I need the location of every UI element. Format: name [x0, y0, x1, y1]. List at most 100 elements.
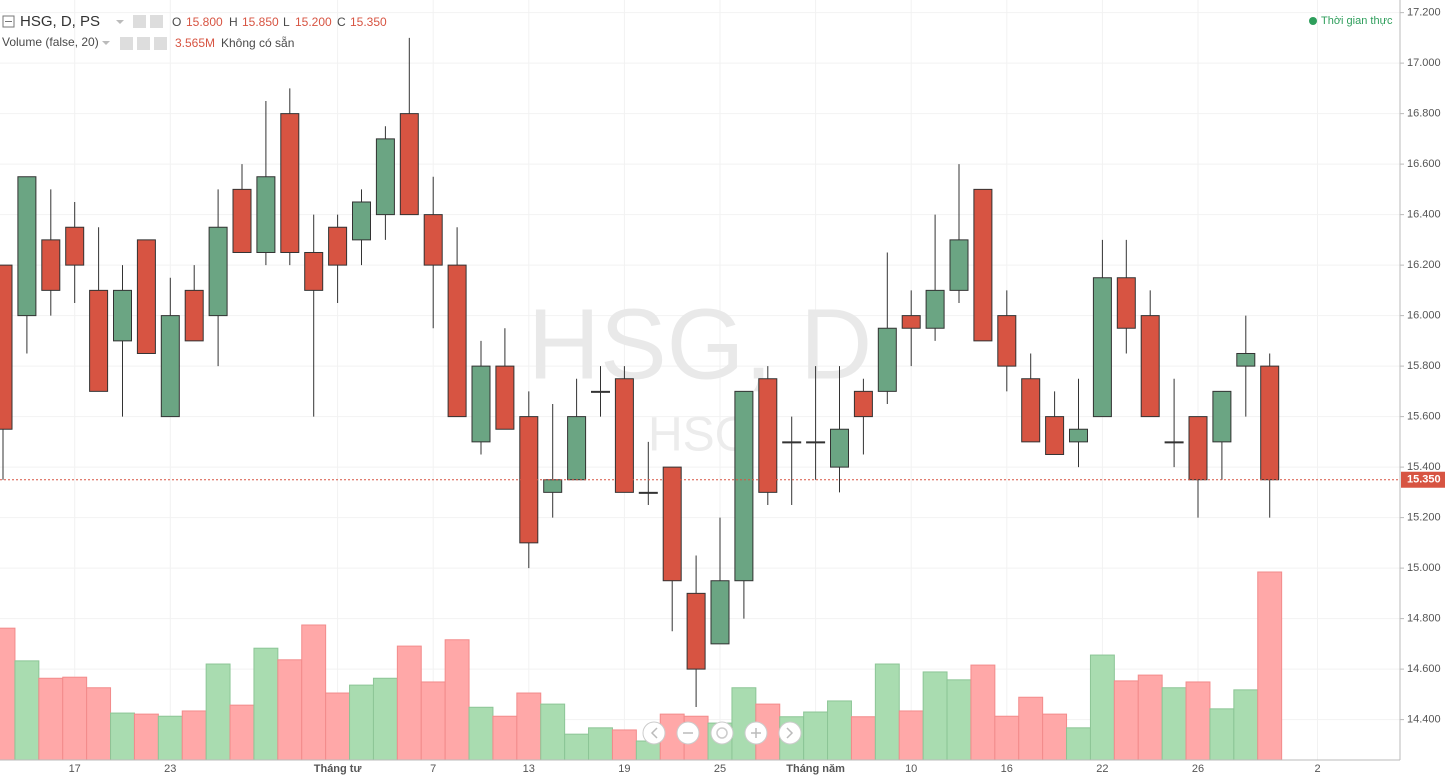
x-tick-label: 2 [1314, 763, 1320, 775]
scroll-right-button[interactable] [778, 721, 802, 745]
high-label: H [229, 15, 238, 29]
candle-body [1188, 416, 1208, 481]
volume-bar [1066, 727, 1091, 761]
candle-body [1260, 365, 1280, 481]
candle-body [160, 315, 180, 418]
volume-bar [1161, 687, 1187, 761]
dropdown-arrow[interactable] [116, 20, 124, 24]
icon-settings[interactable] [137, 37, 150, 50]
candle-body [1116, 277, 1136, 329]
candle-body [1164, 441, 1184, 444]
volume-bar [898, 710, 924, 761]
candle-body [113, 289, 132, 342]
candle-body [830, 428, 849, 468]
x-tick-label: Tháng tư [314, 763, 362, 775]
volume-pane [0, 571, 1283, 761]
volume-bar [970, 664, 996, 761]
icon-eye[interactable] [133, 15, 146, 28]
volume-title: Volume (false, 20) [2, 35, 99, 49]
close-value: 15.350 [350, 15, 387, 29]
candle-body [686, 592, 706, 670]
icon [650, 727, 658, 739]
watermark: HSG, D [528, 288, 872, 400]
volume-bar [253, 647, 279, 761]
candle-body [1212, 390, 1232, 443]
y-tick-label: 17.200 [1407, 7, 1441, 19]
volume-bar [922, 671, 948, 761]
volume-bar [803, 711, 829, 761]
volume-bar [86, 687, 112, 761]
volume-bar [946, 679, 972, 761]
volume-bar [349, 684, 374, 761]
volume-bar [850, 716, 876, 761]
candle-body [543, 479, 563, 493]
low-label: L [283, 15, 290, 29]
volume-bar [1042, 713, 1068, 761]
scroll-left-button[interactable] [642, 721, 666, 745]
volume-bar [516, 692, 542, 761]
y-tick-label: 17.000 [1407, 57, 1441, 69]
candle-body [1140, 315, 1160, 418]
y-tick-label: 15.600 [1407, 411, 1441, 423]
candle-body [1069, 428, 1088, 443]
candle-body [304, 251, 324, 291]
open-value: 15.800 [186, 15, 223, 29]
candle-body [614, 378, 634, 493]
icon [786, 727, 794, 739]
candle-body [423, 214, 443, 266]
candle-body [256, 176, 276, 253]
x-tick-label: 22 [1096, 763, 1108, 775]
candle-body [184, 289, 204, 342]
candle-body [375, 138, 395, 216]
icon-close[interactable] [154, 37, 167, 50]
x-tick-label: 25 [714, 763, 726, 775]
x-tick-label: 23 [164, 763, 176, 775]
candle-body [1092, 277, 1112, 418]
candle-body [1021, 378, 1041, 443]
volume-bar [0, 627, 16, 761]
volume-bar [1209, 708, 1235, 761]
candle-body [17, 176, 37, 317]
last-price-label: 15.350 [1407, 474, 1441, 486]
volume-bar [14, 660, 40, 761]
x-tick-label: Tháng năm [786, 763, 845, 775]
candle-body [352, 201, 371, 241]
candle-body [1045, 416, 1065, 455]
icon-eye[interactable] [120, 37, 133, 50]
candle-body [949, 239, 969, 291]
y-tick-label: 16.200 [1407, 259, 1441, 271]
volume-bar [994, 715, 1020, 761]
candle-body [89, 289, 109, 392]
icon [716, 727, 728, 739]
close-label: C [337, 15, 346, 29]
grid [0, 0, 1400, 760]
dropdown-arrow[interactable] [102, 41, 110, 45]
volume-bar [229, 704, 255, 761]
x-tick-label: 7 [430, 763, 436, 775]
candle-body [997, 315, 1017, 367]
volume-bar [468, 706, 494, 761]
candle-body [208, 226, 228, 317]
collapse-icon[interactable] [2, 15, 15, 28]
volume-bar [874, 663, 900, 761]
volume-bar [1257, 571, 1283, 761]
candle-body [806, 441, 826, 444]
candle-body [638, 491, 658, 494]
x-tick-label: 13 [523, 763, 535, 775]
icon-settings[interactable] [150, 15, 163, 28]
volume-bar [372, 677, 398, 761]
candle-body [567, 416, 587, 481]
candle-body [0, 264, 13, 430]
candles [0, 37, 1280, 707]
x-tick-label: 10 [905, 763, 917, 775]
volume-bar [301, 624, 327, 761]
y-tick-label: 14.600 [1407, 663, 1441, 675]
y-tick-label: 14.800 [1407, 613, 1441, 625]
candle-body [758, 378, 778, 493]
volume-bar [181, 710, 207, 761]
candle-body [136, 239, 156, 354]
candle-body [41, 239, 61, 291]
candle-body [662, 466, 682, 582]
